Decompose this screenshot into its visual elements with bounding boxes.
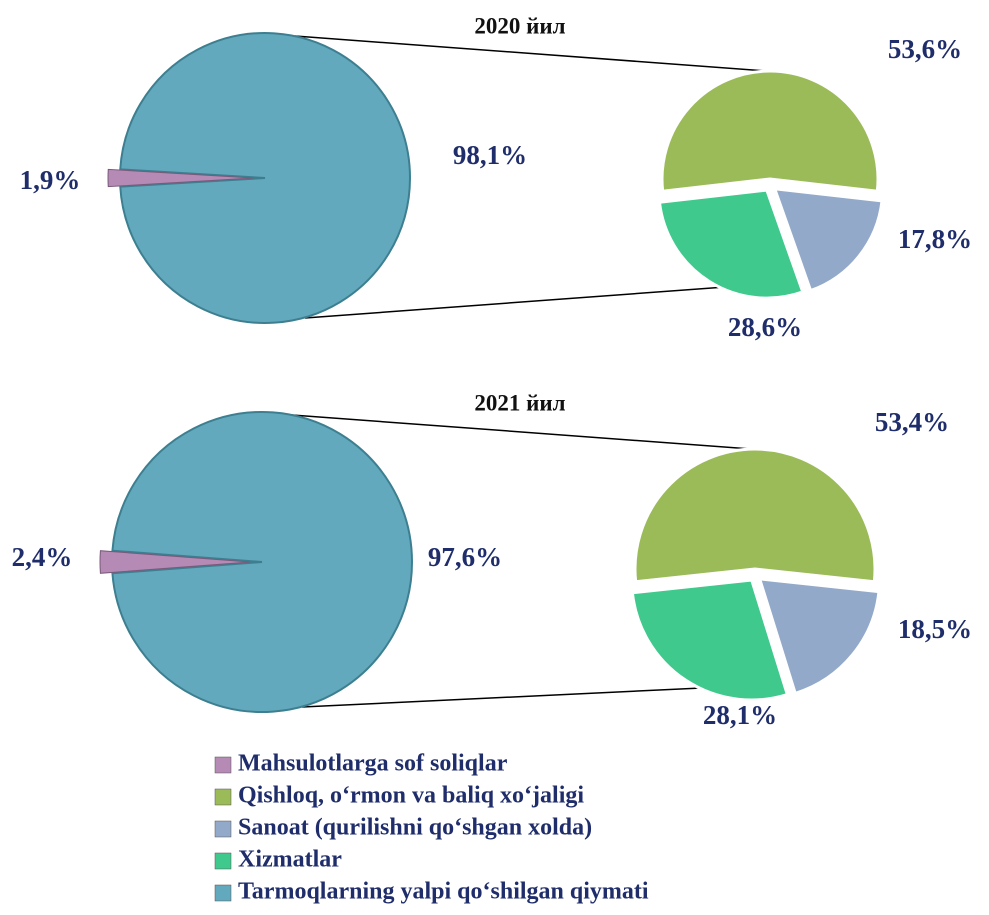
data-label: 98,1% [453, 140, 527, 170]
pie-slice [111, 411, 413, 713]
pie-slice [660, 69, 880, 193]
connector [301, 684, 766, 708]
pie-slice [657, 188, 805, 300]
connector [291, 414, 766, 451]
legend-label: Xizmatlar [238, 847, 342, 873]
data-label: 1,9% [20, 165, 81, 195]
data-label: 53,4% [875, 407, 949, 437]
data-label: 97,6% [428, 542, 502, 572]
pie-slice [630, 578, 790, 702]
pie-slice [772, 186, 884, 293]
data-label: 2,4% [12, 542, 73, 572]
pie-slice [107, 168, 254, 188]
chart-title: 2021 йил [474, 390, 565, 415]
pie-slice [633, 447, 877, 584]
data-label: 17,8% [898, 224, 972, 254]
connector [294, 35, 781, 73]
data-label: 28,1% [703, 700, 777, 730]
legend-swatch [214, 820, 232, 838]
pie-slice [99, 550, 251, 574]
pie-slice [757, 577, 881, 696]
legend-swatch [214, 788, 232, 806]
legend-swatch [214, 852, 232, 870]
data-label: 28,6% [728, 312, 802, 342]
legend-label: Qishloq, o‘rmon va baliq xo‘jaligi [238, 783, 584, 809]
data-label: 53,6% [888, 34, 962, 64]
legend-swatch [214, 756, 232, 774]
legend-label: Tarmoqlarning yalpi qo‘shilgan qiymati [238, 879, 649, 905]
legend-swatch [214, 884, 232, 902]
connector [304, 282, 781, 319]
legend-label: Sanoat (qurilishni qo‘shgan xolda) [238, 815, 592, 841]
pie-slice [119, 32, 411, 324]
legend-label: Mahsulotlarga sof soliqlar [238, 751, 508, 777]
data-label: 18,5% [898, 614, 972, 644]
chart-title: 2020 йил [474, 13, 565, 38]
